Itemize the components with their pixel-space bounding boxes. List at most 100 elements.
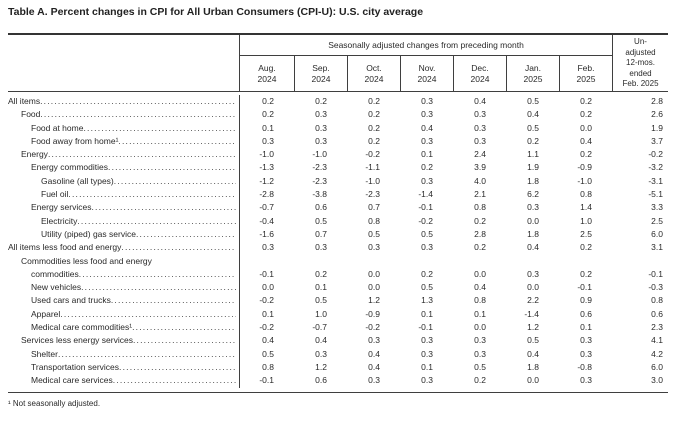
row-label-text: Services less energy services bbox=[21, 335, 133, 346]
value-cell: 0.0 bbox=[368, 282, 380, 293]
value-cell: 0.9 bbox=[580, 295, 592, 306]
row-label-line: Energy commodities bbox=[8, 161, 236, 174]
value-cell: 0.6 bbox=[580, 308, 592, 319]
row-label-text: Gasoline (all types) bbox=[41, 175, 114, 186]
value-cell: 0.2 bbox=[580, 268, 592, 279]
row-label-text: Shelter bbox=[31, 348, 58, 359]
value-cell: 2.4 bbox=[474, 149, 486, 160]
value-cell: -1.0 bbox=[259, 149, 274, 160]
value-cell: 0.2 bbox=[527, 135, 539, 146]
value-cell: 0.2 bbox=[474, 215, 486, 226]
value-cell: 1.3 bbox=[421, 295, 433, 306]
page: Table A. Percent changes in CPI for All … bbox=[0, 6, 676, 408]
value-cell: 1.2 bbox=[368, 295, 380, 306]
value-cell: 0.6 bbox=[315, 202, 327, 213]
value-cell: 0.3 bbox=[527, 202, 539, 213]
value-cell: -2.3 bbox=[312, 162, 327, 173]
dot-leader bbox=[118, 135, 236, 148]
value-cell: 0.2 bbox=[421, 162, 433, 173]
value-cell: -2.8 bbox=[259, 189, 274, 200]
row-label-text: Medical care commodities¹ bbox=[31, 322, 133, 333]
value-cell: 0.2 bbox=[580, 109, 592, 120]
dot-leader bbox=[79, 268, 236, 281]
value-cell: 0.4 bbox=[368, 348, 380, 359]
table-row: All items less food and energy 0.3 0.3 0.3… bbox=[8, 241, 668, 255]
table-row: Apparel 0.1 1.0 -0.9 0.1 0.1 -1.4 0.6 0.6 bbox=[8, 307, 668, 322]
value-cell: 0.5 bbox=[421, 228, 433, 239]
value-cell: 0.4 bbox=[580, 135, 592, 146]
value-cell: 2.2 bbox=[527, 295, 539, 306]
value-cell: 0.3 bbox=[474, 109, 486, 120]
value-cell: 1.8 bbox=[527, 228, 539, 239]
table-row: New vehicles 0.0 0.1 0.0 0.5 0.4 0.0 -0.1 -0.3 bbox=[8, 281, 668, 295]
value-cell: 0.3 bbox=[474, 135, 486, 146]
dot-leader bbox=[113, 374, 236, 387]
value-cell: 0.3 bbox=[421, 335, 433, 346]
unadjusted-value-cell: -5.1 bbox=[648, 189, 663, 200]
dot-leader bbox=[91, 201, 236, 214]
table-row: Energy -1.0 -1.0 -0.2 0.1 2.4 1.1 0.2 -0.2 bbox=[8, 148, 668, 162]
value-cell: -2.3 bbox=[365, 189, 380, 200]
row-label-text: Food bbox=[21, 109, 41, 120]
value-cell: 0.3 bbox=[315, 109, 327, 120]
dot-leader bbox=[108, 161, 236, 174]
row-label: Commodities less food and energy commodit… bbox=[8, 254, 240, 282]
value-cell: 0.3 bbox=[474, 335, 486, 346]
row-label: Apparel bbox=[8, 307, 240, 322]
value-cell: -2.3 bbox=[312, 175, 327, 186]
row-label-text: Energy services bbox=[31, 202, 92, 213]
table-row: Food away from home¹ 0.3 0.3 0.2 0.3 0.3 0.2 0… bbox=[8, 134, 668, 149]
value-cell: 0.5 bbox=[421, 282, 433, 293]
dot-leader bbox=[58, 348, 236, 361]
value-cell: 0.1 bbox=[421, 361, 433, 372]
month-header-sep: Sep. 2024 bbox=[294, 56, 347, 91]
value-cell: -1.0 bbox=[577, 175, 592, 186]
dot-leader bbox=[133, 334, 236, 347]
value-cell: 0.0 bbox=[474, 322, 486, 333]
unadjusted-value-cell: 6.0 bbox=[651, 228, 663, 239]
table-row: Energy commodities -1.3 -2.3 -1.1 0.2 3.9 1.9… bbox=[8, 161, 668, 175]
table-row: Food at home 0.1 0.3 0.2 0.4 0.3 0.5 0.0 1.9 bbox=[8, 121, 668, 135]
value-cell: 0.5 bbox=[527, 96, 539, 106]
value-cell: 0.1 bbox=[262, 122, 274, 133]
dot-leader bbox=[119, 361, 236, 374]
row-label-line: Shelter bbox=[8, 348, 236, 361]
row-label-line: Used cars and trucks bbox=[8, 294, 236, 307]
table-header: Seasonally adjusted changes from precedi… bbox=[8, 35, 668, 92]
row-label-text: Food at home bbox=[31, 122, 84, 133]
row-label-text: Transportation services bbox=[31, 361, 120, 372]
row-label: All items bbox=[8, 95, 240, 109]
value-cell: 0.3 bbox=[527, 268, 539, 279]
month-header-nov: Nov. 2024 bbox=[400, 56, 453, 91]
value-cell: -0.1 bbox=[259, 375, 274, 386]
dot-leader bbox=[114, 175, 236, 188]
unadjusted-value-cell: -3.2 bbox=[648, 162, 663, 173]
value-cell: 0.3 bbox=[421, 96, 433, 106]
row-label-line: Food bbox=[8, 108, 236, 121]
value-cell: 0.4 bbox=[527, 348, 539, 359]
value-cell: 4.0 bbox=[474, 175, 486, 186]
unadjusted-value-cell: 3.0 bbox=[651, 375, 663, 386]
value-cell: 1.0 bbox=[580, 215, 592, 226]
value-cell: 0.3 bbox=[368, 335, 380, 346]
row-label-text: Utility (piped) gas service bbox=[41, 228, 136, 239]
unadjusted-value-cell: 1.9 bbox=[651, 122, 663, 133]
row-label: Shelter bbox=[8, 347, 240, 361]
row-label-line: Energy bbox=[8, 148, 236, 161]
unadjusted-value-cell: 4.1 bbox=[651, 335, 663, 346]
dot-leader bbox=[83, 122, 236, 135]
value-cell: 2.5 bbox=[580, 228, 592, 239]
row-label-line: Electricity bbox=[8, 215, 236, 228]
value-cell: 0.8 bbox=[262, 361, 274, 372]
table-row: Fuel oil -2.8 -3.8 -2.3 -1.4 2.1 6.2 0.8 -5.1 bbox=[8, 188, 668, 202]
value-cell: 1.8 bbox=[527, 175, 539, 186]
value-cell: 0.5 bbox=[315, 215, 327, 226]
row-label-text: Used cars and trucks bbox=[31, 295, 111, 306]
value-cell: 0.1 bbox=[262, 308, 274, 319]
value-cell: 0.6 bbox=[315, 375, 327, 386]
table-row: Energy services -0.7 0.6 0.7 -0.1 0.8 0.3 1.4 3… bbox=[8, 201, 668, 215]
dot-leader bbox=[40, 108, 236, 121]
row-label: Food at home bbox=[8, 121, 240, 135]
value-cell: 0.4 bbox=[474, 96, 486, 106]
table-row: Food 0.2 0.3 0.2 0.3 0.3 0.4 0.2 2.6 bbox=[8, 108, 668, 122]
